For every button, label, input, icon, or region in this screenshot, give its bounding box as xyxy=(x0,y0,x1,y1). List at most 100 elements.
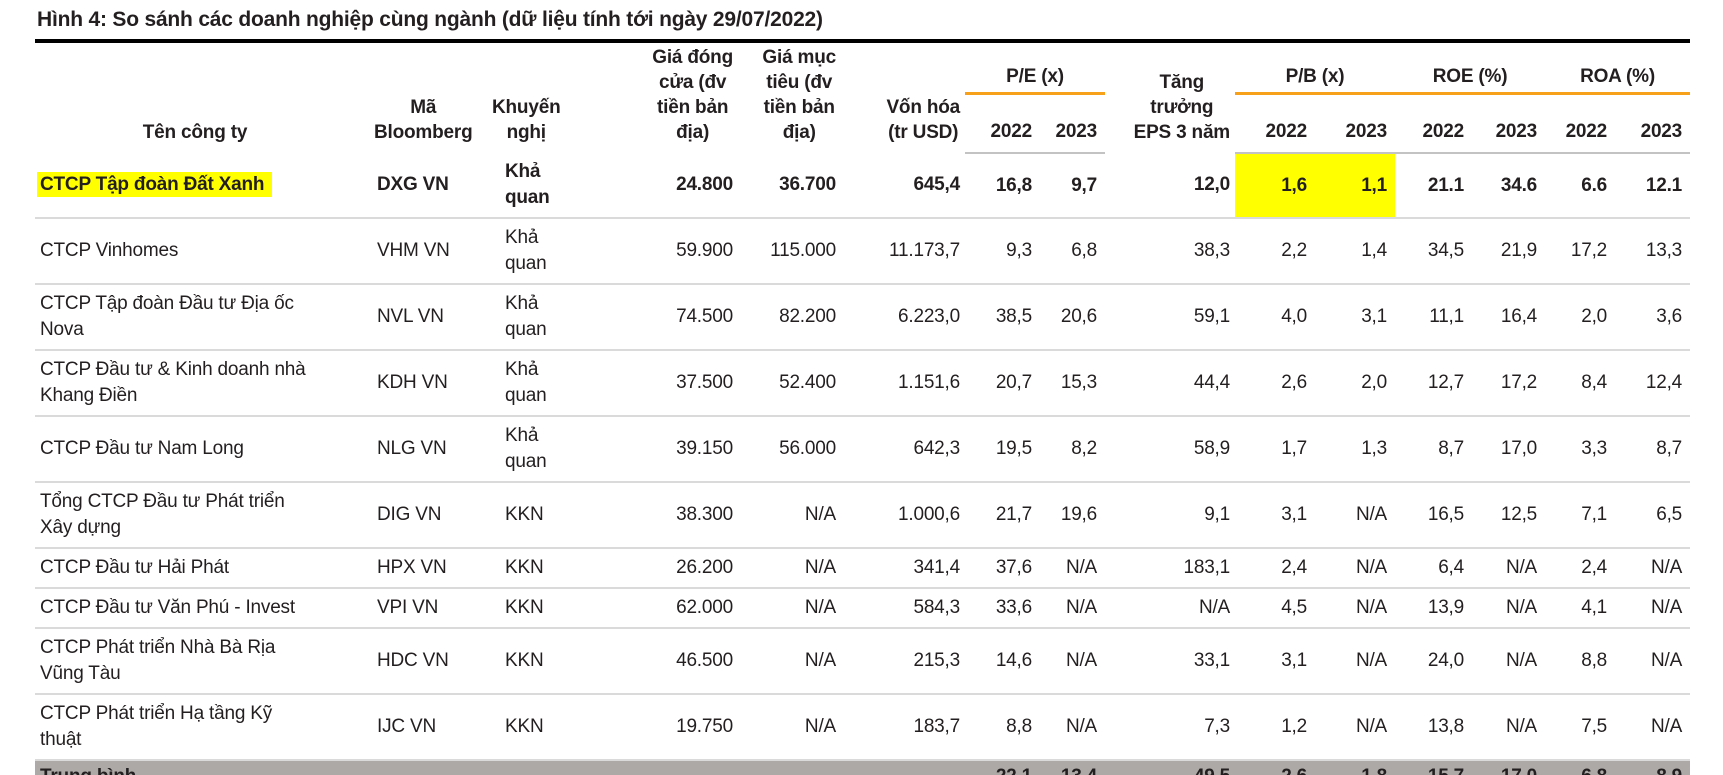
company-cell: Tổng CTCP Đầu tư Phát triển Xây dựng xyxy=(35,482,360,549)
roe-2022-cell: 21.1 xyxy=(1395,153,1473,219)
pe-2022-cell: 9,3 xyxy=(965,218,1040,285)
pe-2023-cell: 8,2 xyxy=(1040,416,1106,483)
recommendation-cell: Khả quan xyxy=(460,153,575,219)
pb-2023-cell: N/A xyxy=(1315,588,1396,629)
eps-growth-cell: 44,4 xyxy=(1105,350,1236,417)
target-cell: N/A xyxy=(740,588,843,629)
roa-2022-cell: 6.6 xyxy=(1545,153,1616,219)
target-cell: 82.200 xyxy=(740,284,843,351)
year-column-header: 2023 xyxy=(1315,93,1396,154)
company-cell: CTCP Đầu tư Hải Phát xyxy=(35,548,360,589)
mcap-cell: 11.173,7 xyxy=(843,218,965,285)
company-cell: CTCP Tập đoàn Đầu tư Địa ốc Nova xyxy=(35,284,360,351)
roa-2022-cell: 2,4 xyxy=(1545,548,1616,589)
pb-2022-cell: 2,6 xyxy=(1235,350,1316,417)
pb-2022-cell: 4,5 xyxy=(1235,588,1316,629)
mcap-cell: 183,7 xyxy=(843,694,965,761)
code-cell: HDC VN xyxy=(360,628,460,695)
eps-growth-cell: 38,3 xyxy=(1105,218,1236,285)
roe-2023-cell: N/A xyxy=(1472,694,1546,761)
roe-2023-cell: 17,0 xyxy=(1472,416,1546,483)
roe-2022-cell: 8,7 xyxy=(1395,416,1473,483)
year-column-header: 2022 xyxy=(965,93,1040,154)
pb-2023-cell: N/A xyxy=(1315,548,1396,589)
highlighted-company-name: CTCP Tập đoàn Đất Xanh xyxy=(37,172,273,197)
pb-2022-cell: 2,4 xyxy=(1235,548,1316,589)
recommendation-cell: Khả quan xyxy=(460,416,575,483)
pe-2022-cell: 20,7 xyxy=(965,350,1040,417)
roe-2022-cell: 12,7 xyxy=(1395,350,1473,417)
roe-2022-cell: 13,8 xyxy=(1395,694,1473,761)
roa-2023-cell: 3,6 xyxy=(1615,284,1691,351)
target-cell: 52.400 xyxy=(740,350,843,417)
pe-2023-cell: 20,6 xyxy=(1040,284,1106,351)
recommendation-cell: KKN xyxy=(460,482,575,549)
code-cell: NVL VN xyxy=(360,284,460,351)
pe-2023-cell: N/A xyxy=(1040,694,1106,761)
table-row: CTCP Đầu tư Văn Phú - Invest VPI VN KKN 62.… xyxy=(35,588,1691,629)
roe-2022-cell: 6,4 xyxy=(1395,548,1473,589)
year-column-header: 2023 xyxy=(1615,93,1691,154)
pb-2023-cell: 3,1 xyxy=(1315,284,1396,351)
roa-2023-cell: 8,7 xyxy=(1615,416,1691,483)
target-cell: 115.000 xyxy=(740,218,843,285)
roe-2023-cell: 12,5 xyxy=(1472,482,1546,549)
mcap-cell: 1.000,6 xyxy=(843,482,965,549)
table-row: CTCP Vinhomes VHM VN Khả quan 59.900 115.000… xyxy=(35,218,1691,285)
code-cell: DXG VN xyxy=(360,153,460,219)
table-row: CTCP Tập đoàn Đầu tư Địa ốc Nova NVL VN Kh… xyxy=(35,284,1691,351)
roa-2023-cell: N/A xyxy=(1615,548,1691,589)
pb-2022-cell: 2,2 xyxy=(1235,218,1316,285)
roa-2023-cell: 12.1 xyxy=(1615,153,1691,219)
pe-2022-cell: 37,6 xyxy=(965,548,1040,589)
company-cell: CTCP Tập đoàn Đất Xanh xyxy=(35,153,360,219)
close-price-column-header: Giá đóng cửa (đv tiền bản địa) xyxy=(652,47,733,143)
table-row: CTCP Phát triển Nhà Bà Rịa Vũng Tàu HDC V… xyxy=(35,628,1691,695)
recommendation-cell: KKN xyxy=(460,588,575,629)
mcap-cell: 1.151,6 xyxy=(843,350,965,417)
target-cell: N/A xyxy=(740,548,843,589)
mcap-cell: 645,4 xyxy=(843,153,965,219)
roa-2023-cell: N/A xyxy=(1615,694,1691,761)
roa-2022-cell: 8,4 xyxy=(1545,350,1616,417)
table-row: CTCP Đầu tư Hải Phát HPX VN KKN 26.200 N/A 34… xyxy=(35,548,1691,589)
recommendation-cell: KKN xyxy=(460,694,575,761)
target-cell: N/A xyxy=(740,482,843,549)
summary-label: Trung bình xyxy=(35,760,965,775)
roa-2022-cell: 3,3 xyxy=(1545,416,1616,483)
recommendation-cell: Khả quan xyxy=(460,218,575,285)
mcap-cell: 6.223,0 xyxy=(843,284,965,351)
close-cell: 59.900 xyxy=(575,218,740,285)
pe-2022-cell: 21,7 xyxy=(965,482,1040,549)
code-cell: KDH VN xyxy=(360,350,460,417)
title-divider xyxy=(35,39,1690,43)
year-column-header: 2022 xyxy=(1235,93,1316,154)
pe-2023-cell: N/A xyxy=(1040,628,1106,695)
roe-2022-cell: 16,5 xyxy=(1395,482,1473,549)
code-cell: HPX VN xyxy=(360,548,460,589)
code-cell: IJC VN xyxy=(360,694,460,761)
recommendation-cell: Khả quan xyxy=(460,284,575,351)
roa-2023-cell: 12,4 xyxy=(1615,350,1691,417)
roe-2023-cell: 16,4 xyxy=(1472,284,1546,351)
pe-2023-cell: 9,7 xyxy=(1040,153,1106,219)
pb-2022-cell: 1,6 xyxy=(1235,153,1316,219)
close-cell: 24.800 xyxy=(575,153,740,219)
roe-2023-cell: 17,0 xyxy=(1472,760,1546,775)
eps-growth-cell: 33,1 xyxy=(1105,628,1236,695)
roe-group-header: ROE (%) xyxy=(1395,43,1546,95)
roa-group-header: ROA (%) xyxy=(1545,43,1691,95)
close-cell: 19.750 xyxy=(575,694,740,761)
roa-2022-cell: 4,1 xyxy=(1545,588,1616,629)
bloomberg-code-column-header: Mã Bloomberg xyxy=(374,97,473,143)
mcap-cell: 584,3 xyxy=(843,588,965,629)
market-cap-column-header: Vốn hóa (tr USD) xyxy=(886,97,960,143)
pe-2022-cell: 33,6 xyxy=(965,588,1040,629)
company-cell: CTCP Đầu tư Nam Long xyxy=(35,416,360,483)
roe-2022-cell: 24,0 xyxy=(1395,628,1473,695)
roe-2022-cell: 11,1 xyxy=(1395,284,1473,351)
table-row: CTCP Đầu tư & Kinh doanh nhà Khang Điền K… xyxy=(35,350,1691,417)
pb-2022-cell: 1,2 xyxy=(1235,694,1316,761)
roa-2022-cell: 7,5 xyxy=(1545,694,1616,761)
